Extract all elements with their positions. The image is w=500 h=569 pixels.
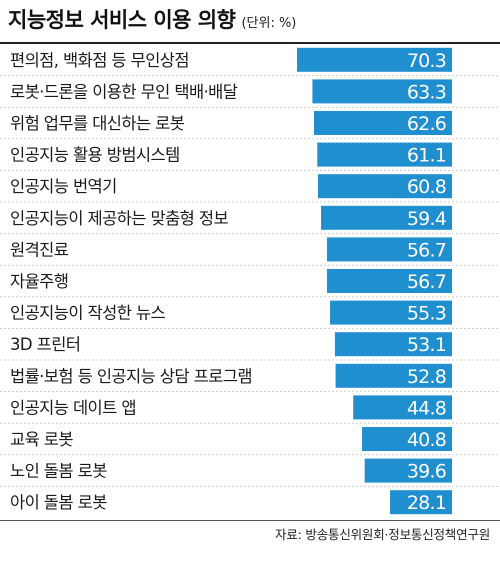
bar <box>364 458 452 483</box>
value-label: 60.8 <box>407 176 446 198</box>
bar <box>321 205 452 230</box>
value-label: 40.8 <box>407 429 446 451</box>
category-label: 위험 업무를 대신하는 로봇 <box>10 114 185 133</box>
value-label: 55.3 <box>407 303 446 325</box>
value-label: 53.1 <box>407 334 446 356</box>
category-label: 아이 돌봄 로봇 <box>10 493 107 512</box>
bar <box>313 111 452 135</box>
value-label: 56.7 <box>407 271 446 293</box>
chart-title: 지능정보 서비스 이용 의향 <box>8 8 236 32</box>
chart-canvas: 편의점, 백화점 등 무인상점 70.3 로봇·드론을 이용한 무인 택배·배달 63… <box>0 47 500 515</box>
category-label: 편의점, 백화점 등 무인상점 <box>10 51 189 70</box>
value-label: 70.3 <box>407 50 446 72</box>
value-label: 44.8 <box>407 397 446 419</box>
category-label: 인공지능이 제공하는 맞춤형 정보 <box>10 209 228 228</box>
bar <box>297 47 452 72</box>
source-note: 자료: 방송통신위원회·정보통신정책연구원 <box>275 527 490 542</box>
category-label: 인공지능 데이트 앱 <box>10 398 136 417</box>
category-label: 교육 로봇 <box>10 430 73 449</box>
bar <box>326 237 452 262</box>
bar <box>390 490 452 515</box>
category-label: 인공지능 활용 방범시스템 <box>10 146 180 165</box>
category-label: 로봇·드론을 이용한 무인 택배·배달 <box>10 82 238 101</box>
category-label: 자율주행 <box>10 272 68 291</box>
value-label: 52.8 <box>407 366 446 388</box>
bar <box>362 427 452 451</box>
value-label: 62.6 <box>407 113 446 135</box>
value-label: 59.4 <box>407 208 447 230</box>
category-label: 법률·보험 등 인공지능 상담 프로그램 <box>10 367 252 386</box>
bar <box>330 300 452 325</box>
category-label: 노인 돌봄 로봇 <box>10 462 107 481</box>
value-label: 39.6 <box>407 461 446 483</box>
value-label: 61.1 <box>407 145 446 167</box>
value-label: 56.7 <box>407 239 446 261</box>
bar <box>326 269 452 293</box>
category-label: 인공지능 번역기 <box>10 177 117 196</box>
bar <box>312 79 452 104</box>
category-label: 인공지능이 작성한 뉴스 <box>10 304 166 323</box>
bar <box>353 395 452 420</box>
value-label: 28.1 <box>407 492 446 514</box>
bar <box>317 142 452 167</box>
chart-header: 지능정보 서비스 이용 의향 (단위: %) <box>8 4 296 38</box>
category-label: 3D 프린터 <box>10 335 80 354</box>
bar <box>335 363 452 388</box>
category-label: 원격진료 <box>10 240 69 259</box>
value-label: 63.3 <box>407 81 446 103</box>
bar <box>334 332 452 357</box>
unit-label: (단위: %) <box>241 16 297 31</box>
bar-chart: 편의점, 백화점 등 무인상점 70.3 로봇·드론을 이용한 무인 택배·배달 63… <box>0 42 500 521</box>
bar <box>317 174 452 199</box>
